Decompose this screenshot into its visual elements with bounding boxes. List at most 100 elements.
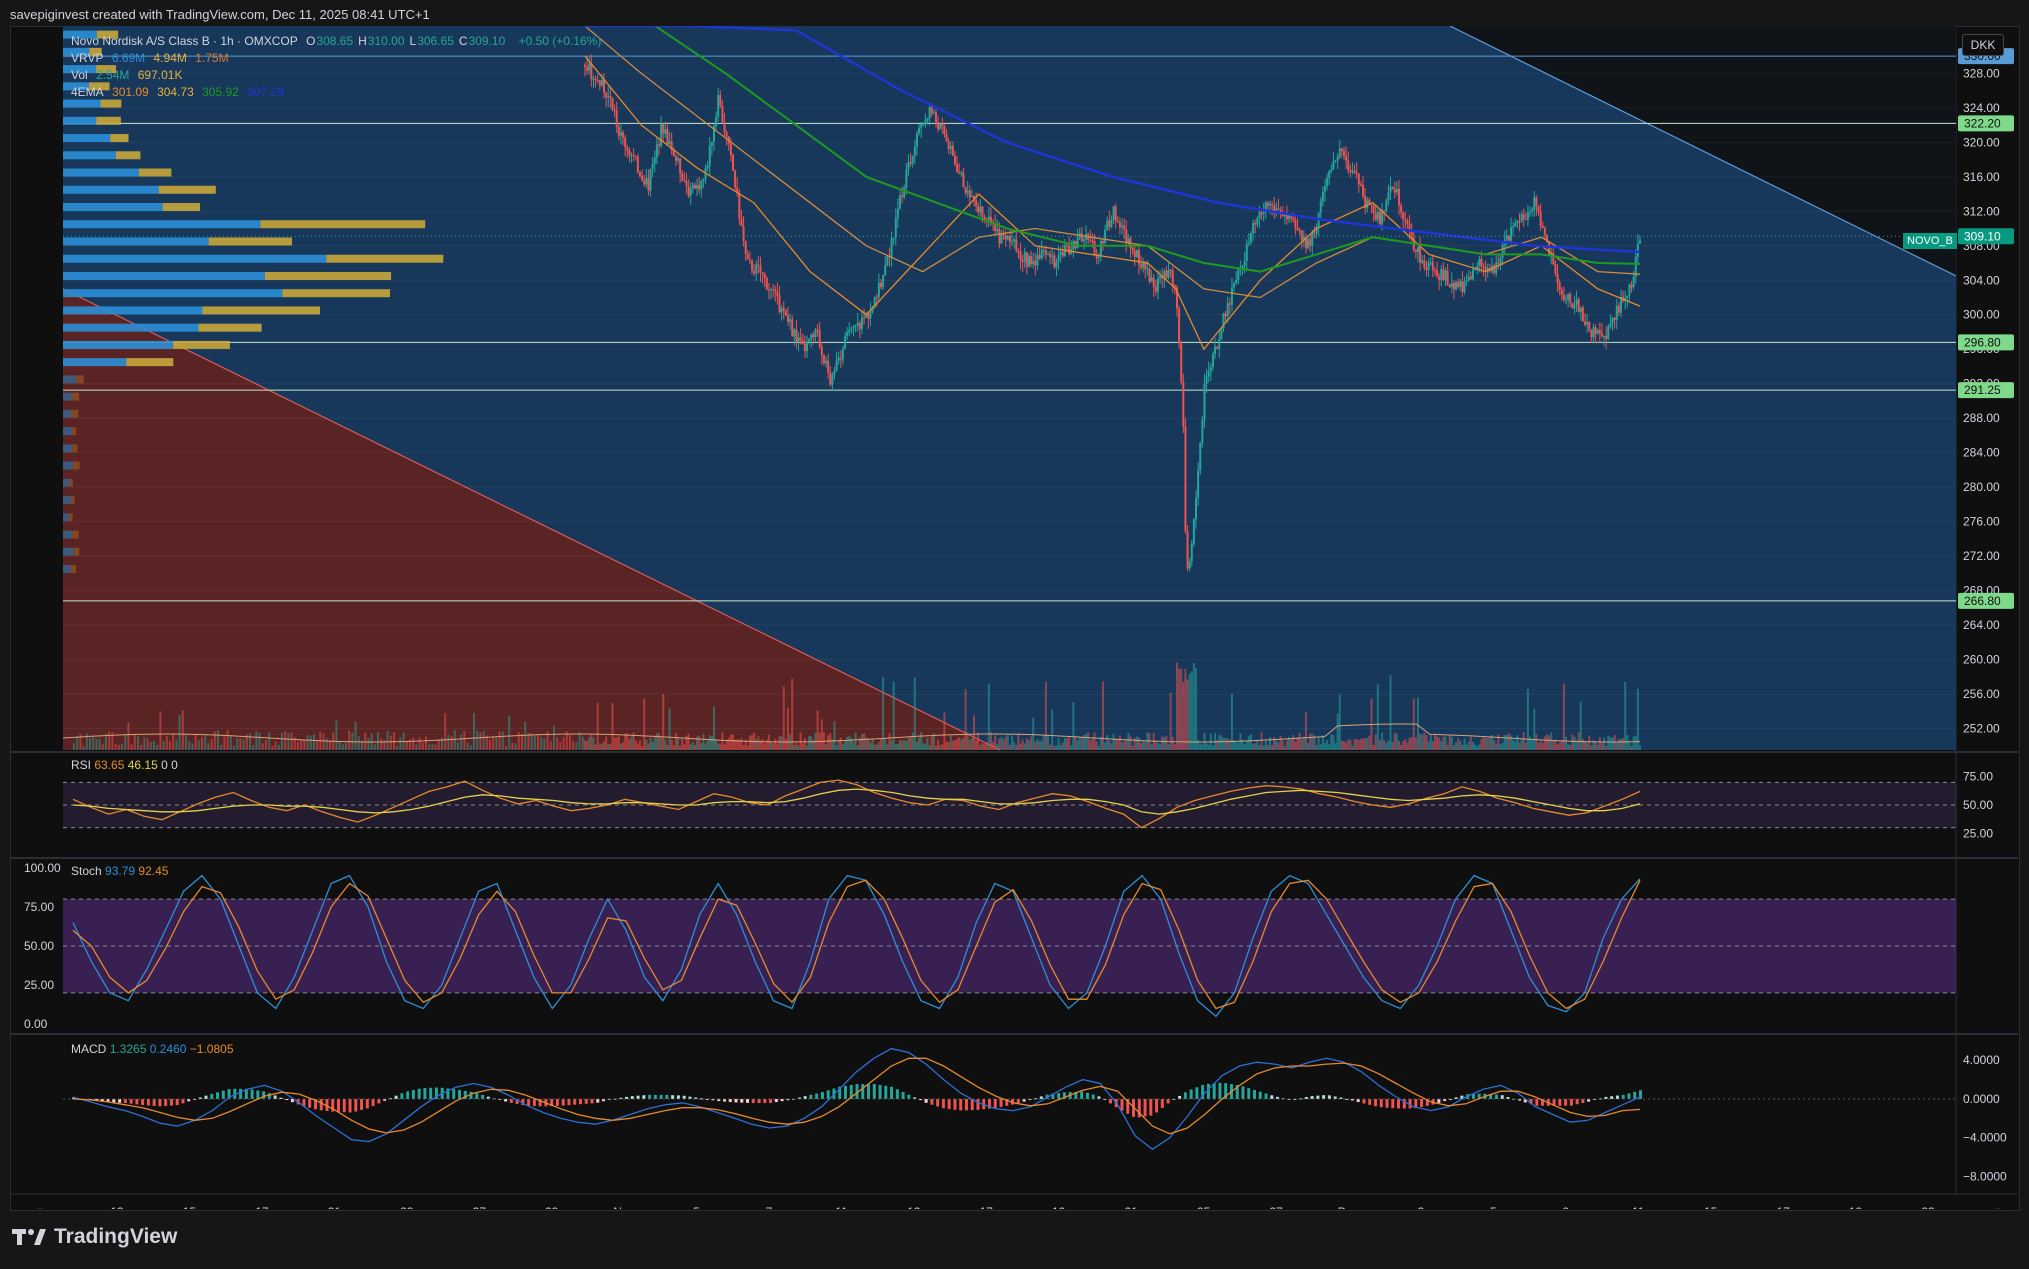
volume-bar [846,736,849,750]
candle-body [1381,210,1384,225]
volume-bar-early [473,712,475,750]
vrvp-bar-up-10 [63,203,163,211]
macd-hist-bar [1564,1098,1568,1106]
candle-body [1573,304,1576,309]
tradingview-logo[interactable]: TradingView [12,1225,177,1249]
candle-body [767,289,770,291]
volume-bar [879,737,882,750]
stoch-legend[interactable]: Stoch 93.79 92.45 [71,864,168,878]
candle-body [1639,240,1641,244]
candle-body [1366,199,1369,209]
candle-body [1402,212,1405,220]
candle-body [1169,269,1172,271]
candle-body [865,313,868,318]
macd-legend[interactable]: MACD 1.3265 0.2460 −1.0805 [71,1042,234,1056]
candle-body [1027,256,1030,267]
volume-bar [966,732,969,750]
macd-hist-bar [250,1089,254,1099]
volume-bar-early [204,734,207,750]
volume-bar-early [533,735,536,750]
volume-bar-early [405,740,408,750]
candle-body [1516,221,1519,224]
macd-hist-bar [1541,1098,1545,1106]
volume-bar [1558,742,1561,750]
macd-hist-bar [901,1092,905,1099]
volume-bar-early [495,736,498,750]
volume-bar [1298,732,1301,750]
volume-bar-early [188,741,191,750]
volume-bar [1592,740,1595,750]
price-tick-label-1: 324.00 [1963,101,2000,115]
candle-body [1613,318,1616,320]
macd-hist-bar [538,1098,542,1107]
volume-bar-early [105,733,107,750]
candle-body [687,186,690,196]
volume-bar [1510,735,1513,750]
volume-bar [615,737,618,750]
price-tick-label-17: 260.00 [1963,653,2000,667]
macd-hist-bar [411,1090,415,1099]
macd-hist-bar [481,1094,485,1099]
ohlc-value-c: 309.10 [468,34,506,48]
candle-body [1201,419,1204,443]
volume-bar-early [92,736,95,750]
vrvp-bar-up-24 [63,444,73,453]
candle-body [588,63,591,71]
candle-body [1080,233,1083,242]
candle-body [1123,225,1126,230]
volume-bar-early [175,739,178,750]
candle-body [1457,282,1460,288]
candle-body [1634,256,1637,278]
candle-body [1417,246,1420,253]
volume-bar [1438,737,1441,750]
macd-hist-bar [1385,1098,1389,1108]
chart-canvas[interactable]: 328.00324.00320.00316.00312.00308.00304.… [10,26,2018,1209]
ema-legend[interactable]: 4EMA 301.09 304.73 305.92 307.29 [71,85,289,99]
candle-body [869,311,872,319]
candle-body [1514,223,1517,227]
macd-hist-bar [348,1098,352,1113]
rsi-legend[interactable]: RSI 63.65 46.15 0 0 [71,758,178,772]
macd-hist-bar [175,1098,179,1106]
candle-body [1359,184,1362,186]
volume-bar [1503,734,1506,750]
volume-bar [896,743,899,750]
ema-value-2: 304.73 [157,85,194,99]
macd-hist-bar [613,1098,617,1100]
volume-bar [786,707,789,750]
macd-hist-bar [1604,1096,1608,1099]
candle-body [867,313,870,319]
macd-hist-bar [936,1098,940,1107]
candle-body [899,195,902,209]
volume-bar-early [322,733,325,750]
volume-bar-early [287,733,290,750]
candle-body [1579,307,1582,313]
candle-body [1461,281,1464,292]
macd-hist-bar [141,1098,145,1106]
volume-bar-early [437,739,440,750]
candle-body [812,334,815,337]
time-tick-label-19: 5 [1490,1205,1497,1209]
volume-bar [1070,745,1073,750]
currency-button[interactable]: DKK [1962,34,2004,56]
volume-legend[interactable]: Vol 2.54M 697.01K [71,68,187,82]
volume-bar [1471,741,1474,750]
volume-bar [1216,740,1219,750]
macd-hist-bar [711,1098,715,1101]
volume-bar [1150,744,1153,750]
macd-hist-bar [146,1098,150,1106]
tradingview-logo-icon [12,1229,46,1245]
vrvp-legend[interactable]: VRVP 6.69M 4.94M 1.75M [71,51,234,65]
volume-bar [1436,736,1439,750]
volume-bar-early [271,745,274,750]
candle-body [683,180,686,182]
candle-body [1180,341,1183,383]
symbol-legend[interactable]: Novo Nordisk A/S Class B · 1h · OMXCOP O… [71,34,606,48]
volume-bar-early [553,725,555,750]
candle-body [975,200,978,207]
volume-bar [1156,742,1159,750]
macd-hist-bar [1535,1098,1539,1106]
symbol-name[interactable]: Novo Nordisk A/S Class B · 1h · OMXCOP [71,34,298,48]
candle-body [1146,268,1149,270]
ohlc-key-h: H [358,34,367,48]
